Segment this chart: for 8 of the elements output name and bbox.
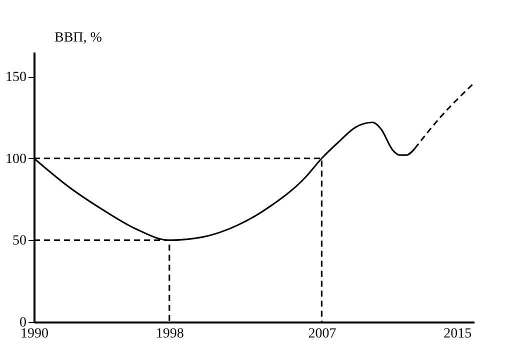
y-tick-label: 150 — [6, 70, 26, 86]
x-tick-label: 1990 — [20, 326, 48, 342]
y-tick-label: 100 — [6, 152, 26, 167]
y-tick-label: 50 — [12, 234, 26, 249]
y-axis-title: ВВП, % — [54, 30, 102, 46]
x-tick-label: 1998 — [156, 326, 184, 342]
x-tick-label: 2015 — [444, 326, 472, 342]
x-tick-label: 2007 — [308, 326, 336, 342]
